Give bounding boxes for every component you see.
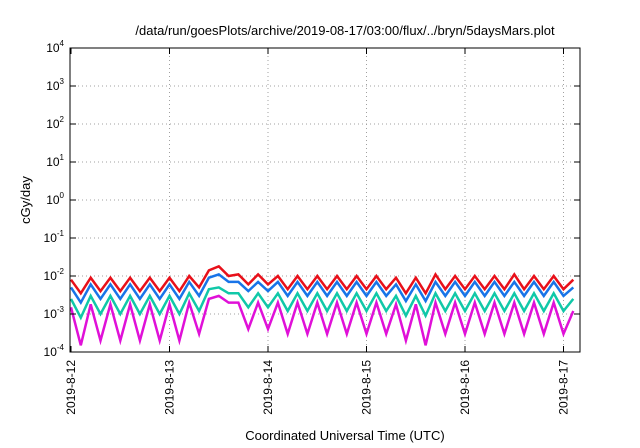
x-tick-label: 2019-8-14	[261, 360, 275, 415]
x-tick-label: 2019-8-15	[360, 360, 374, 415]
x-tick-label: 2019-8-13	[163, 360, 177, 415]
y-tick-label: 103	[46, 77, 64, 93]
x-axis-ticks: 2019-8-12 2019-8-13 2019-8-14 2019-8-15 2019…	[64, 48, 571, 415]
y-tick-label: 10-3	[44, 305, 65, 321]
y-tick-label: 104	[46, 39, 64, 55]
y-tick-label: 10-2	[44, 267, 65, 283]
x-tick-label: 2019-8-16	[458, 360, 472, 415]
series-line-2	[69, 273, 575, 306]
chart-title: /data/run/goesPlots/archive/2019-08-17/0…	[135, 23, 555, 38]
x-tick-label: 2019-8-12	[64, 360, 78, 415]
series-line-1	[69, 264, 575, 296]
x-tick-label: 2019-8-17	[557, 360, 571, 415]
y-tick-label: 100	[46, 191, 64, 207]
series-layer	[69, 264, 575, 346]
y-tick-label: 102	[46, 115, 64, 131]
y-axis-ticks: 10-4 10-3 10-2 10-1 100 101 102 103 104	[44, 39, 580, 359]
y-tick-label: 101	[46, 153, 64, 169]
series-line-3	[69, 286, 575, 321]
y-tick-label: 10-4	[44, 343, 65, 359]
series-line-4	[69, 294, 575, 346]
y-axis-label: cGy/day	[18, 176, 33, 224]
x-axis-label: Coordinated Universal Time (UTC)	[245, 428, 444, 443]
y-tick-label: 10-1	[44, 229, 65, 245]
